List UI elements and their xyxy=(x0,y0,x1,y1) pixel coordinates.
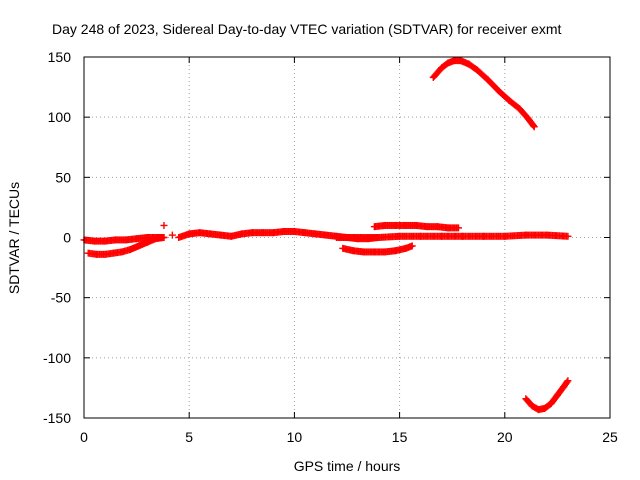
x-tick-label: 15 xyxy=(392,429,408,445)
series-arc-dip-early xyxy=(84,234,168,258)
x-axis-label: GPS time / hours xyxy=(294,458,401,474)
chart-title: Day 248 of 2023, Sidereal Day-to-day VTE… xyxy=(52,21,561,37)
y-tick-label: 50 xyxy=(55,169,71,185)
x-tick-label: 20 xyxy=(497,429,513,445)
y-tick-label: -50 xyxy=(51,290,71,306)
y-axis-label: SDTVAR / TECUs xyxy=(6,182,22,294)
series-arc-low-end xyxy=(522,377,572,414)
series-arc-hump-late xyxy=(370,221,463,232)
y-tick-label: 0 xyxy=(63,230,71,246)
tick-labels: 0 5 10 15 20 25 150 100 50 0 -50 -100 -150 xyxy=(43,49,618,445)
y-tick-label: 100 xyxy=(48,109,72,125)
y-tick-label: -150 xyxy=(43,410,71,426)
y-tick-label: 150 xyxy=(48,49,72,65)
x-tick-label: 25 xyxy=(602,429,618,445)
plot-frame xyxy=(83,56,611,419)
series-arc-high xyxy=(429,57,538,131)
series-outlier-1 xyxy=(160,221,168,229)
series-outlier-2 xyxy=(168,231,176,239)
series-arc-dip-late xyxy=(339,242,416,256)
x-tick-label: 5 xyxy=(185,429,193,445)
series-arc-flat-late xyxy=(332,231,572,241)
data-layer xyxy=(80,57,572,414)
x-tick-label: 10 xyxy=(287,429,303,445)
y-tick-label: -100 xyxy=(43,350,71,366)
x-tick-label: 0 xyxy=(80,429,88,445)
